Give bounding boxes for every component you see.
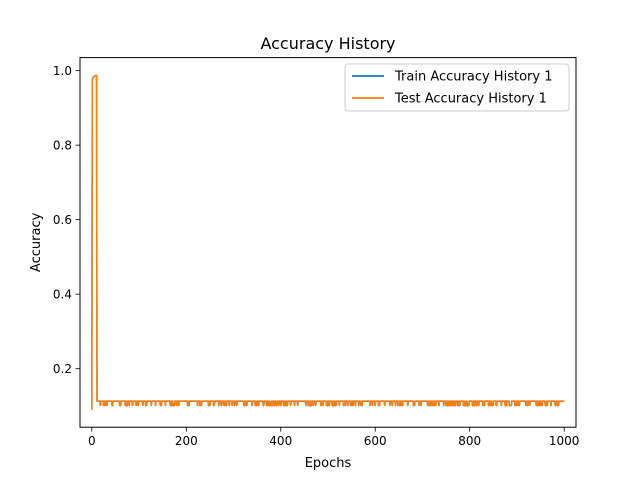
- series-test-line: [91, 74, 565, 410]
- y-axis-label: Accuracy: [29, 212, 44, 272]
- x-axis-label: Epochs: [305, 456, 352, 471]
- x-tick-label: 1000: [549, 434, 580, 448]
- plot-frame: [79, 57, 577, 428]
- y-tick-label: 0.2: [53, 362, 72, 376]
- y-tick-label: 0.6: [53, 213, 72, 227]
- x-tick-label: 800: [458, 434, 481, 448]
- legend-box: [344, 63, 570, 112]
- x-tick-label: 0: [88, 434, 96, 448]
- legend-label-train: Train Accuracy History 1: [394, 70, 552, 85]
- legend: Train Accuracy History 1 Test Accuracy H…: [344, 63, 570, 112]
- y-tick-label: 0.4: [53, 288, 72, 302]
- legend-label-test: Test Accuracy History 1: [394, 92, 547, 107]
- chart-title: Accuracy History: [260, 34, 395, 53]
- series-layer: [91, 74, 565, 410]
- x-tick-label: 600: [364, 434, 387, 448]
- y-tick-label: 1.0: [53, 64, 72, 78]
- y-tick-label: 0.8: [53, 139, 72, 153]
- x-axis: 0 200 400 600 800 1000: [88, 427, 579, 448]
- x-tick-label: 200: [175, 434, 198, 448]
- x-tick-label: 400: [269, 434, 292, 448]
- y-axis: 0.2 0.4 0.6 0.8 1.0: [53, 64, 80, 376]
